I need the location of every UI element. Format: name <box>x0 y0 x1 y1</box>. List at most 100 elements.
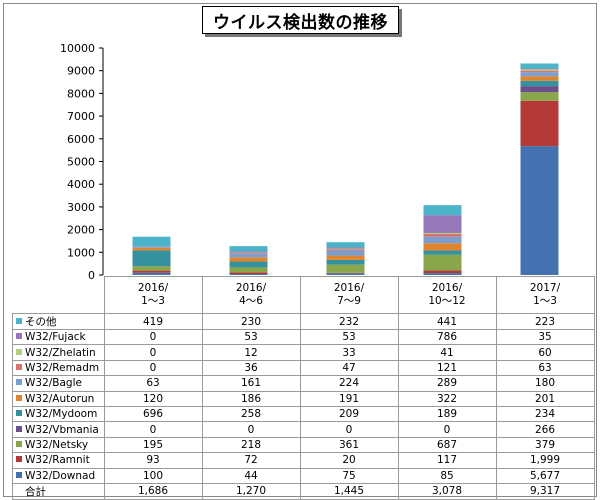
table-row: W32/Remadm 0 36 47 121 63 <box>12 359 595 377</box>
data-value-cell: 0 <box>103 344 203 361</box>
y-tick-label: 6000 <box>67 133 95 146</box>
data-value-cell: 120 <box>103 390 203 407</box>
bar-segment <box>326 273 365 275</box>
data-value-cell: 441 <box>397 313 497 330</box>
legend-swatch <box>16 394 22 401</box>
bar-segment <box>326 255 365 260</box>
table-row: W32/Autorun 120 186 191 322 201 <box>12 390 595 407</box>
data-value-cell: 266 <box>495 421 595 438</box>
bar-segment <box>229 261 268 268</box>
bar-segment <box>229 274 268 275</box>
bar-segment <box>326 247 365 249</box>
data-value-cell: 0 <box>397 421 497 438</box>
data-value-cell: 0 <box>201 421 301 438</box>
bar-segment <box>229 257 268 262</box>
y-tick-label: 7000 <box>67 110 95 123</box>
data-value-cell: 289 <box>397 375 497 392</box>
legend-entry: W32/Bagle <box>12 375 105 392</box>
data-value-cell: 121 <box>397 359 497 377</box>
data-value-cell: 0 <box>103 421 203 438</box>
legend-swatch <box>16 363 22 370</box>
bar-segment <box>520 69 559 71</box>
bar-segment <box>132 270 171 273</box>
legend-entry: W32/Mydoom <box>12 405 105 423</box>
y-tick-label: 1000 <box>67 246 95 259</box>
bar-segment <box>423 215 462 233</box>
legend-swatch <box>16 318 22 324</box>
table-total-row: 合計 1,686 1,270 1,445 3,078 9,317 <box>12 482 595 500</box>
table-corner-cell <box>12 276 105 314</box>
bar-segment <box>423 233 462 237</box>
bar-segment <box>423 232 462 234</box>
bar-segment <box>520 92 559 101</box>
bar-segment <box>132 247 171 251</box>
y-tick-label: 10000 <box>60 42 95 55</box>
data-value-cell: 230 <box>201 313 301 330</box>
data-value-cell: 60 <box>495 344 595 361</box>
data-value-cell: 786 <box>397 328 497 346</box>
bar-segment <box>229 267 268 273</box>
bar-segment <box>423 270 462 274</box>
bar-segment <box>520 76 559 81</box>
bar-segment <box>229 253 268 258</box>
table-row: その他 419 230 232 441 223 <box>12 313 595 330</box>
series-name: W32/Autorun <box>25 392 95 405</box>
data-value-cell: 379 <box>495 436 595 454</box>
bar-segment <box>423 236 462 244</box>
data-value-cell: 186 <box>201 390 301 407</box>
bar-segment <box>326 272 365 274</box>
x-tick-label-line: 7～9 <box>337 295 361 307</box>
data-value-cell: 35 <box>495 328 595 346</box>
data-value-cell: 0 <box>103 359 203 377</box>
data-value-cell: 5,677 <box>495 467 595 484</box>
bar-segment <box>423 205 462 216</box>
y-tick-label: 8000 <box>67 87 95 100</box>
x-tick-label-line: 2016/ <box>235 282 267 294</box>
total-value-cell: 9,317 <box>495 482 595 500</box>
total-value-cell: 1,445 <box>299 482 399 500</box>
bar-segment <box>326 249 365 251</box>
bar-segment <box>520 70 559 73</box>
y-tick-label: 0 <box>88 269 95 280</box>
bar-segment <box>520 100 559 147</box>
legend-swatch <box>16 440 22 447</box>
series-name: W32/Downad <box>25 469 96 482</box>
total-label: 合計 <box>12 482 105 500</box>
legend-entry: W32/Netsky <box>12 436 105 454</box>
x-tick-label: 2016/10～12 <box>397 276 497 314</box>
chart-title: ウイルス検出数の推移 <box>202 6 399 34</box>
bar-segment <box>326 248 365 250</box>
data-value-cell: 72 <box>201 452 301 469</box>
bar-segment <box>229 272 268 275</box>
bar-segment <box>229 246 268 252</box>
series-name: W32/Zhelatin <box>25 346 96 359</box>
x-tick-label-line: 1～3 <box>141 295 165 307</box>
data-value-cell: 189 <box>397 405 497 423</box>
chart-title-text: ウイルス検出数の推移 <box>213 12 388 33</box>
table-row: W32/Fujack 0 53 53 786 35 <box>12 328 595 346</box>
series-name: W32/Fujack <box>25 331 86 344</box>
table-row: W32/Vbmania 0 0 0 0 266 <box>12 421 595 438</box>
data-value-cell: 696 <box>103 405 203 423</box>
bar-segment <box>326 264 365 273</box>
data-value-cell: 33 <box>299 344 399 361</box>
stacked-bar-chart: 0 1000 2000 3000 4000 5000 6000 7000 8000 9000 100… <box>60 42 559 280</box>
bar-segment <box>132 250 171 267</box>
bar-segment <box>132 236 171 247</box>
x-tick-label-line: 1～3 <box>533 295 557 307</box>
table-row: W32/Ramnit 93 72 20 117 1,999 <box>12 452 595 469</box>
bar-segment <box>132 266 171 271</box>
bar-segment <box>229 252 268 254</box>
data-value-cell: 36 <box>201 359 301 377</box>
data-value-cell: 201 <box>495 390 595 407</box>
data-value-cell: 44 <box>201 467 301 484</box>
x-tick-label-line: 10～12 <box>428 295 466 307</box>
table-row: W32/Netsky 195 218 361 687 379 <box>12 436 595 454</box>
series-name: W32/Ramnit <box>25 454 90 467</box>
x-tick-label-line: 4～6 <box>239 295 263 307</box>
bar-segment <box>326 242 365 248</box>
bar-segment <box>520 86 559 93</box>
data-value-cell: 195 <box>103 436 203 454</box>
total-value-cell: 3,078 <box>397 482 497 500</box>
data-value-cell: 0 <box>103 328 203 346</box>
